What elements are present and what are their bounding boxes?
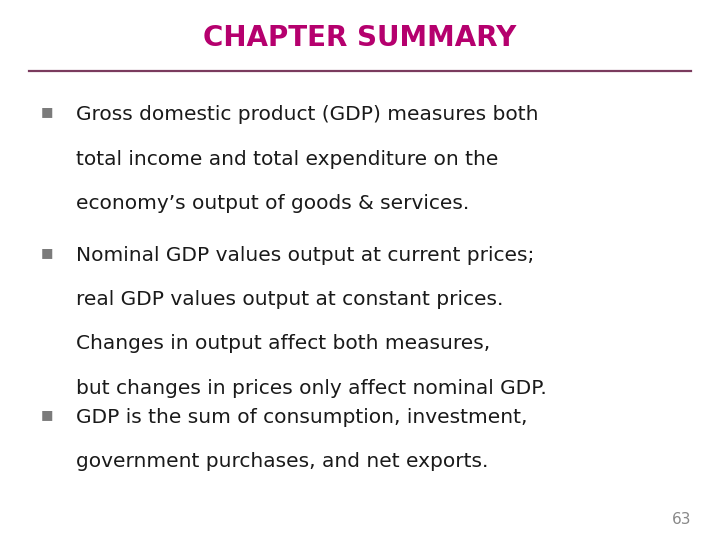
Text: government purchases, and net exports.: government purchases, and net exports. bbox=[76, 452, 488, 471]
Text: GDP is the sum of consumption, investment,: GDP is the sum of consumption, investmen… bbox=[76, 408, 527, 427]
Text: real GDP values output at constant prices.: real GDP values output at constant price… bbox=[76, 290, 503, 309]
Text: ■: ■ bbox=[40, 408, 53, 421]
Text: CHAPTER SUMMARY: CHAPTER SUMMARY bbox=[203, 24, 517, 52]
Text: 63: 63 bbox=[672, 511, 691, 526]
Text: ■: ■ bbox=[40, 105, 53, 118]
Text: ■: ■ bbox=[40, 246, 53, 259]
Text: but changes in prices only affect nominal GDP.: but changes in prices only affect nomina… bbox=[76, 379, 546, 397]
Text: Gross domestic product (GDP) measures both: Gross domestic product (GDP) measures bo… bbox=[76, 105, 538, 124]
Text: Nominal GDP values output at current prices;: Nominal GDP values output at current pri… bbox=[76, 246, 534, 265]
Text: Changes in output affect both measures,: Changes in output affect both measures, bbox=[76, 334, 490, 353]
Text: total income and total expenditure on the: total income and total expenditure on th… bbox=[76, 150, 498, 168]
Text: economy’s output of goods & services.: economy’s output of goods & services. bbox=[76, 194, 469, 213]
